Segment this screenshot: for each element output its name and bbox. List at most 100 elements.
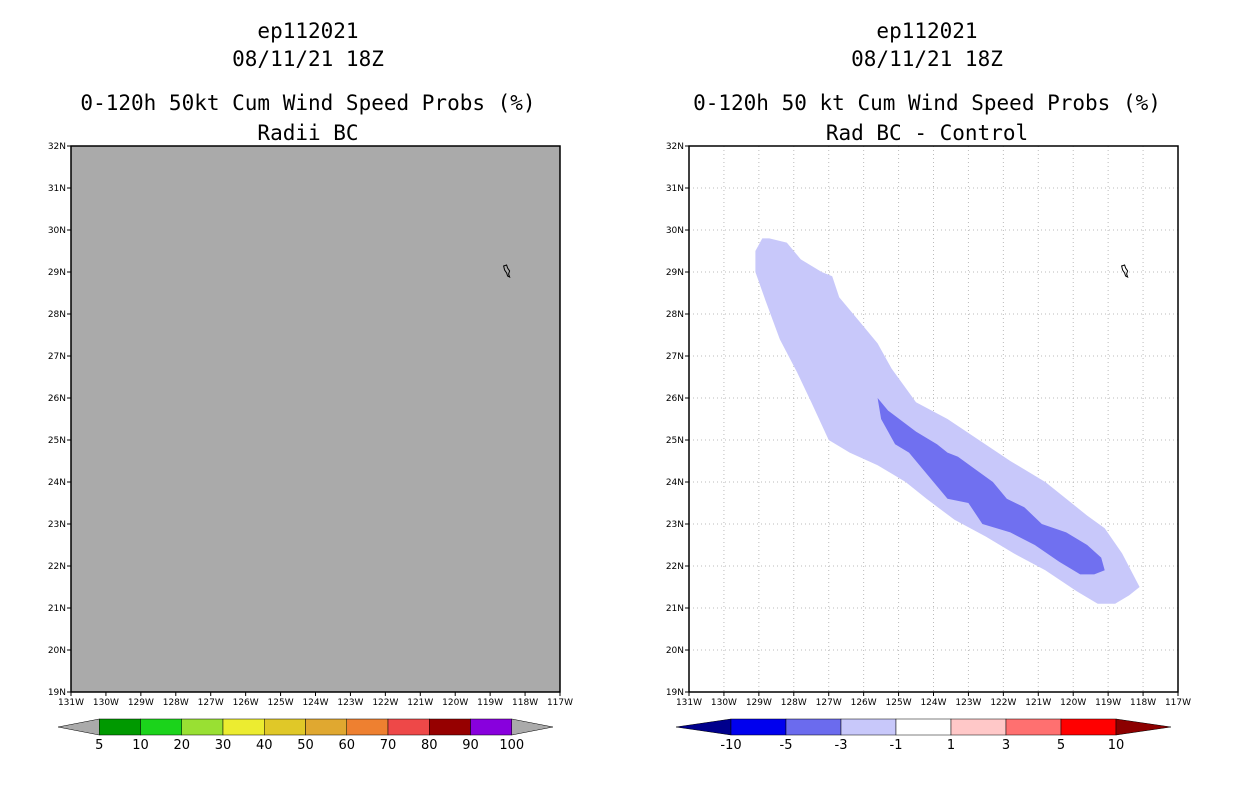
lat-tick-label: 30N <box>666 226 684 236</box>
left-colorbar: 5 10 20 30 40 50 60 70 80 90 100 <box>57 718 554 753</box>
colorbar-label: 60 <box>338 738 355 753</box>
colorbar-label: -3 <box>835 738 848 753</box>
lat-tick-label: 22N <box>48 562 66 572</box>
lon-tick-label: 129W <box>128 698 154 708</box>
colorbar-label: 10 <box>132 738 149 753</box>
lon-tick-label: 121W <box>1025 698 1051 708</box>
lon-tick-label: 129W <box>746 698 772 708</box>
lat-tick-label: 28N <box>48 310 66 320</box>
lat-tick-label: 26N <box>666 394 684 404</box>
lat-tick-label: 20N <box>666 646 684 656</box>
colorbar-label: 90 <box>462 738 479 753</box>
colorbar-segment <box>470 718 512 736</box>
colorbar-segment <box>140 718 182 736</box>
colorbar-segment <box>730 718 787 736</box>
colorbar-label: 5 <box>1057 738 1065 753</box>
lat-tick-label: 26N <box>48 394 66 404</box>
lat-tick-label: 27N <box>48 352 66 362</box>
lat-tick-label: 27N <box>666 352 684 362</box>
colorbar-segment <box>264 718 306 736</box>
right-storm-id: ep112021 <box>876 19 977 43</box>
colorbar-label: 40 <box>256 738 273 753</box>
lat-tick-label: 23N <box>666 520 684 530</box>
right-title: 0-120h 50 kt Cum Wind Speed Probs (%) <box>693 91 1161 115</box>
lat-tick-label: 23N <box>48 520 66 530</box>
lat-tick-label: 30N <box>48 226 66 236</box>
right-subtitle: Rad BC - Control <box>826 121 1028 145</box>
lon-tick-label: 127W <box>816 698 842 708</box>
colorbar-low-arrow <box>675 718 732 736</box>
lat-tick-label: 29N <box>666 268 684 278</box>
colorbar-low-arrow <box>57 718 100 736</box>
lon-tick-label: 131W <box>58 698 84 708</box>
lon-tick-label: 127W <box>198 698 224 708</box>
lat-tick-label: 25N <box>48 436 66 446</box>
lat-tick-label: 19N <box>666 688 684 698</box>
right-colorbar: -10 -5 -3 -1 1 3 5 10 <box>675 718 1172 753</box>
left-title: 0-120h 50kt Cum Wind Speed Probs (%) <box>80 91 535 115</box>
colorbar-segment <box>222 718 265 736</box>
lon-tick-label: 124W <box>302 698 328 708</box>
colorbar-label: 50 <box>297 738 314 753</box>
colorbar-segment <box>785 718 842 736</box>
colorbar-label: 1 <box>947 738 955 753</box>
lon-tick-label: 125W <box>268 698 294 708</box>
colorbar-label: -10 <box>720 738 741 753</box>
lon-tick-label: 124W <box>920 698 946 708</box>
lon-tick-label: 119W <box>1095 698 1121 708</box>
lon-tick-label: 120W <box>1060 698 1086 708</box>
lon-tick-label: 128W <box>163 698 189 708</box>
lon-tick-label: 118W <box>1130 698 1156 708</box>
lon-tick-label: 117W <box>547 698 573 708</box>
colorbar-label: 3 <box>1002 738 1010 753</box>
lon-tick-label: 128W <box>781 698 807 708</box>
colorbar-label: 10 <box>1108 738 1125 753</box>
lat-tick-label: 28N <box>666 310 684 320</box>
lat-tick-label: 31N <box>48 184 66 194</box>
right-plot-area: 19N 20N 21N 22N 23N 24N 25N 26N 27N 28N 29N 30N 31N 3… <box>666 142 1191 708</box>
left-datetime: 08/11/21 18Z <box>232 47 384 71</box>
colorbar-segment <box>305 718 347 736</box>
colorbar-segment <box>895 718 952 736</box>
lon-tick-label: 126W <box>851 698 877 708</box>
colorbar-segment <box>387 718 430 736</box>
lon-tick-label: 123W <box>337 698 363 708</box>
colorbar-segment <box>1005 718 1062 736</box>
island-outline <box>1121 264 1129 278</box>
colorbar-label: 30 <box>215 738 232 753</box>
lat-tick-label: 24N <box>666 478 684 488</box>
lon-tick-label: 118W <box>512 698 538 708</box>
lon-tick-label: 122W <box>990 698 1016 708</box>
lon-tick-label: 120W <box>442 698 468 708</box>
lat-tick-label: 22N <box>666 562 684 572</box>
lat-tick-label: 31N <box>666 184 684 194</box>
colorbar-high-arrow <box>511 718 554 736</box>
lat-tick-label: 25N <box>666 436 684 446</box>
colorbar-segment <box>99 718 141 736</box>
colorbar-label: 20 <box>173 738 190 753</box>
lat-tick-label: 32N <box>666 142 684 152</box>
contour-region-0 <box>755 238 1140 604</box>
lat-tick-label: 29N <box>48 268 66 278</box>
left-subtitle: Radii BC <box>257 121 358 145</box>
lon-tick-label: 126W <box>233 698 259 708</box>
lat-tick-label: 19N <box>48 688 66 698</box>
colorbar-label: -1 <box>890 738 903 753</box>
lon-tick-label: 117W <box>1165 698 1191 708</box>
colorbar-segment <box>429 718 471 736</box>
lon-tick-label: 130W <box>711 698 737 708</box>
colorbar-label: 80 <box>421 738 438 753</box>
lat-tick-label: 20N <box>48 646 66 656</box>
colorbar-segment <box>181 718 224 736</box>
lon-tick-label: 121W <box>407 698 433 708</box>
colorbar-label: 70 <box>380 738 397 753</box>
lon-tick-label: 125W <box>886 698 912 708</box>
lat-tick-label: 24N <box>48 478 66 488</box>
plot-background <box>71 146 560 692</box>
left-plot-area: 19N 20N 21N 22N 23N 24N 25N 26N 27N 28N 29N 30N 31N 3… <box>48 142 573 708</box>
colorbar-high-arrow <box>1115 718 1172 736</box>
lon-tick-label: 122W <box>372 698 398 708</box>
left-panel: ep112021 08/11/21 18Z 0-120h 50kt Cum Wi… <box>48 19 573 753</box>
left-storm-id: ep112021 <box>257 19 358 43</box>
lon-tick-label: 131W <box>676 698 702 708</box>
